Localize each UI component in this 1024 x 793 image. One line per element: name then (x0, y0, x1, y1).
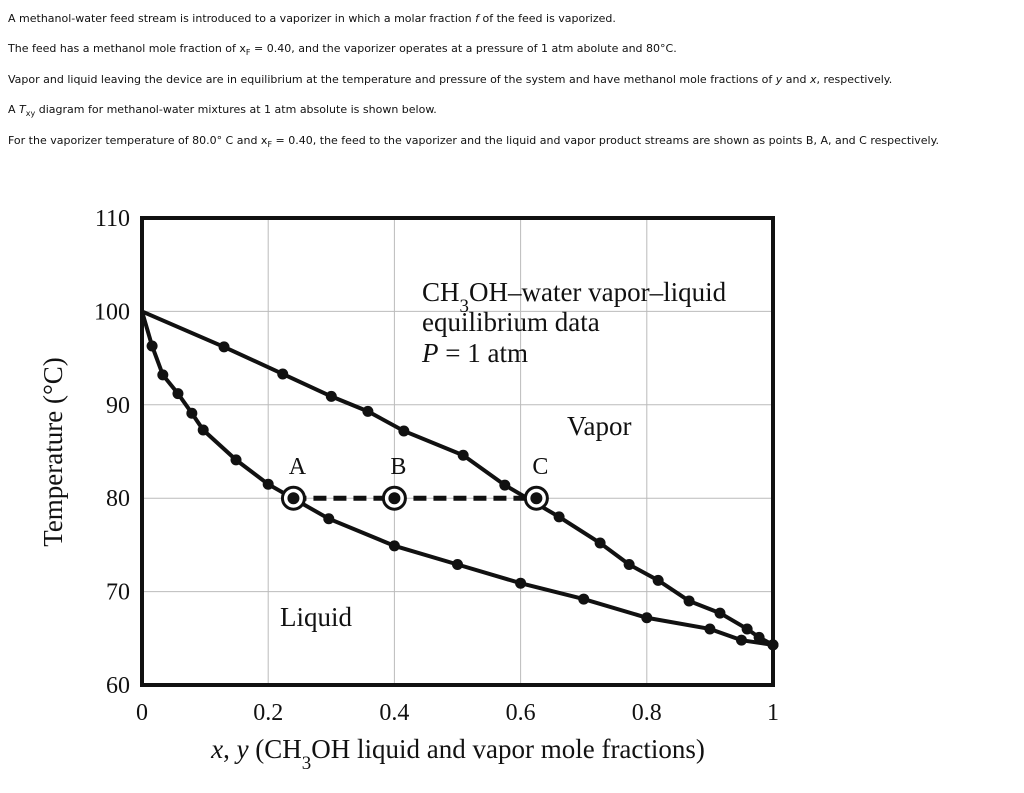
text-run: equilibrium data (422, 307, 600, 337)
data-point (753, 631, 765, 643)
paragraph: A methanol-water feed stream is introduc… (8, 12, 616, 25)
text-run: , respectively. (816, 73, 893, 86)
x-tick-label: 0.8 (632, 700, 662, 726)
y-tick-label: 90 (106, 393, 130, 419)
y-axis-label: Temperature (°C) (38, 357, 68, 547)
text-run: = 1 atm (439, 338, 528, 368)
data-point (157, 369, 169, 381)
x-tick-label: 0 (136, 700, 148, 726)
state-point (388, 492, 401, 505)
text-run: y (775, 73, 783, 86)
paragraph: The feed has a methanol mole fraction of… (8, 42, 677, 57)
chart-title: P = 1 atm (421, 338, 528, 368)
text-run: , (223, 734, 237, 764)
plot-frame (140, 216, 775, 687)
data-point (641, 612, 653, 624)
data-point (186, 407, 198, 419)
text-run: = 0.40, the feed to the vaporizer and th… (272, 134, 940, 147)
text-run: For the vaporizer temperature of 80.0° C… (8, 134, 268, 147)
data-point (553, 511, 565, 523)
state-point-label: C (532, 454, 548, 480)
text-run: 3 (460, 296, 469, 317)
data-point (741, 623, 753, 635)
region-label: Vapor (567, 411, 631, 441)
paragraph: Vapor and liquid leaving the device are … (8, 73, 892, 86)
text-run: f (475, 12, 479, 25)
x-tick-label: 0.4 (379, 700, 409, 726)
text-run: x (210, 734, 223, 764)
data-point (452, 559, 463, 571)
chart-title: equilibrium data (422, 307, 600, 337)
data-point (398, 425, 410, 437)
data-point (262, 478, 274, 490)
paragraph: For the vaporizer temperature of 80.0° C… (8, 134, 939, 149)
data-point (323, 513, 335, 525)
text-run: The feed has a methanol mole fraction of… (8, 42, 246, 55)
text-run: OH liquid and vapor mole fractions) (311, 734, 705, 764)
text-run: = 0.40, and the vaporizer operates at a … (250, 42, 677, 55)
text-run: of the feed is vaporized. (478, 12, 616, 25)
text-run: A (8, 103, 20, 116)
data-point (652, 574, 664, 586)
y-tick-label: 100 (94, 299, 130, 325)
text-run: y (234, 734, 249, 764)
state-point (530, 492, 543, 505)
text-run: xy (25, 109, 36, 119)
text-run: diagram for methanol-water mixtures at 1… (35, 103, 437, 116)
data-point (197, 424, 209, 436)
data-point (735, 634, 747, 646)
state-point (287, 492, 300, 505)
text-run: F (245, 48, 251, 58)
data-point (767, 639, 779, 651)
text-run: F (267, 140, 273, 150)
text-run: (CH (249, 734, 302, 764)
data-point (172, 388, 184, 400)
data-point (683, 595, 695, 607)
data-point (623, 559, 635, 571)
y-tick-label: 110 (95, 206, 130, 232)
data-point (325, 390, 337, 402)
text-run: P (421, 338, 439, 368)
text-run: OH–water vapor–liquid (469, 277, 727, 307)
data-point (578, 593, 590, 605)
y-tick-label: 70 (106, 580, 130, 606)
data-point (714, 607, 726, 619)
text-run: x (810, 73, 817, 86)
x-tick-label: 1 (767, 700, 779, 726)
region-label: Liquid (280, 602, 352, 632)
data-point (218, 341, 230, 353)
data-point (388, 540, 400, 552)
paragraph: A Txy diagram for methanol-water mixture… (8, 103, 437, 118)
chart-title: CH3​OH–water vapor–liquid (422, 277, 727, 317)
x-tick-label: 0.6 (506, 700, 536, 726)
text-run: T (19, 103, 26, 116)
x-tick-label: 0.2 (253, 700, 283, 726)
text-run: CH (422, 277, 460, 307)
data-point (230, 454, 242, 466)
data-point (457, 449, 469, 461)
data-point (277, 368, 289, 380)
y-tick-label: 60 (106, 673, 130, 699)
text-run: and (782, 73, 810, 86)
state-point-label: A (289, 454, 307, 480)
text-run: Vapor and liquid leaving the device are … (8, 73, 776, 86)
data-point (515, 577, 527, 589)
data-point (146, 340, 158, 352)
data-point (594, 537, 606, 549)
state-point-label: B (390, 454, 406, 480)
y-tick-label: 80 (106, 486, 130, 512)
data-point (499, 479, 511, 491)
data-point (704, 623, 716, 635)
x-axis-label: x, y (CH3​OH liquid and vapor mole fract… (210, 734, 705, 774)
data-point (362, 405, 374, 417)
text-run: A methanol-water feed stream is introduc… (8, 12, 476, 25)
text-run: 3 (302, 753, 311, 774)
